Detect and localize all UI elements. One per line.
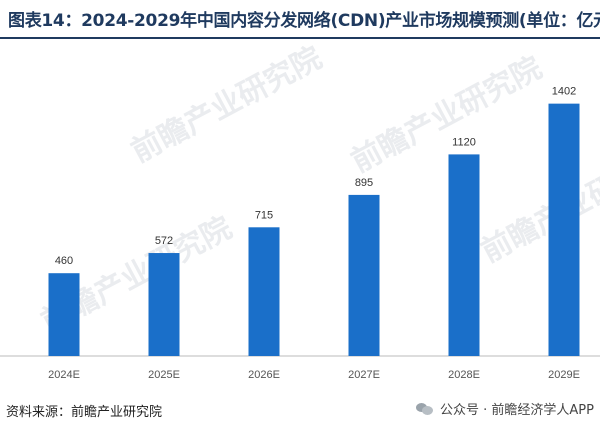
data-label-2028E: 1120 — [452, 136, 476, 148]
x-tick-label-2026E: 2026E — [248, 369, 280, 381]
x-tick-label-2027E: 2027E — [348, 369, 380, 381]
bar-2029E — [548, 103, 580, 356]
bar-2026E — [248, 227, 280, 356]
bar-chart: 460 2024E 572 2025E 715 2026E 895 2027E 1120 2028… — [0, 86, 600, 381]
title-divider — [0, 37, 600, 39]
bar-2028E — [448, 154, 480, 356]
data-label-2025E: 572 — [155, 235, 173, 247]
bar-2027E — [348, 194, 380, 356]
data-label-2029E: 1402 — [552, 86, 576, 98]
x-tick-label-2028E: 2028E — [448, 369, 480, 381]
account-name: 公众号 · 前瞻经济学人APP — [440, 403, 594, 418]
data-label-2027E: 895 — [355, 177, 373, 189]
x-tick-label-2024E: 2024E — [48, 369, 80, 381]
x-tick-label-2029E: 2029E — [548, 369, 580, 381]
source-note: 资料来源：前瞻产业研究院 — [6, 405, 163, 420]
wechat-icon — [416, 402, 434, 416]
account-signature: 公众号 · 前瞻经济学人APP — [416, 399, 594, 418]
data-label-2024E: 460 — [55, 255, 73, 267]
x-tick-label-2025E: 2025E — [148, 369, 180, 381]
bar-2024E — [48, 273, 80, 356]
bar-2025E — [148, 253, 180, 356]
data-label-2026E: 715 — [255, 209, 273, 221]
chart-title: 图表14：2024-2029年中国内容分发网络(CDN)产业市场规模预测(单位：… — [8, 11, 600, 31]
